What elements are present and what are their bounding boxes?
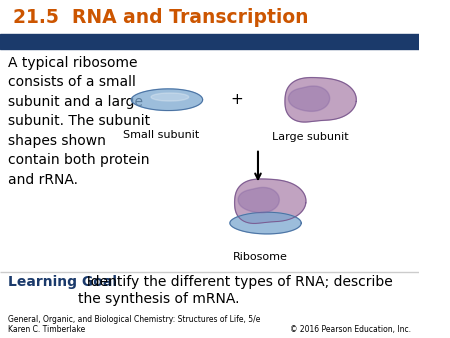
Text: Identify the different types of RNA; describe
the synthesis of mRNA.: Identify the different types of RNA; des… [77, 275, 392, 306]
Text: Learning Goal: Learning Goal [9, 275, 117, 289]
Text: © 2016 Pearson Education, Inc.: © 2016 Pearson Education, Inc. [290, 325, 411, 334]
Polygon shape [230, 212, 301, 234]
Polygon shape [151, 93, 189, 101]
Polygon shape [234, 179, 306, 223]
Bar [0, 34, 419, 49]
Polygon shape [288, 86, 330, 111]
Text: Ribosome: Ribosome [233, 252, 288, 262]
Polygon shape [131, 89, 202, 111]
Text: +: + [231, 92, 243, 107]
Polygon shape [238, 187, 279, 213]
Text: 21.5  RNA and Transcription: 21.5 RNA and Transcription [13, 8, 308, 27]
Text: General, Organic, and Biological Chemistry: Structures of Life, 5/e
Karen C. Tim: General, Organic, and Biological Chemist… [9, 315, 261, 334]
Text: A typical ribosome
consists of a small
subunit and a large
subunit. The subunit
: A typical ribosome consists of a small s… [9, 56, 150, 187]
Text: Large subunit: Large subunit [272, 132, 349, 143]
Text: Small subunit: Small subunit [123, 130, 200, 140]
Polygon shape [285, 78, 356, 122]
